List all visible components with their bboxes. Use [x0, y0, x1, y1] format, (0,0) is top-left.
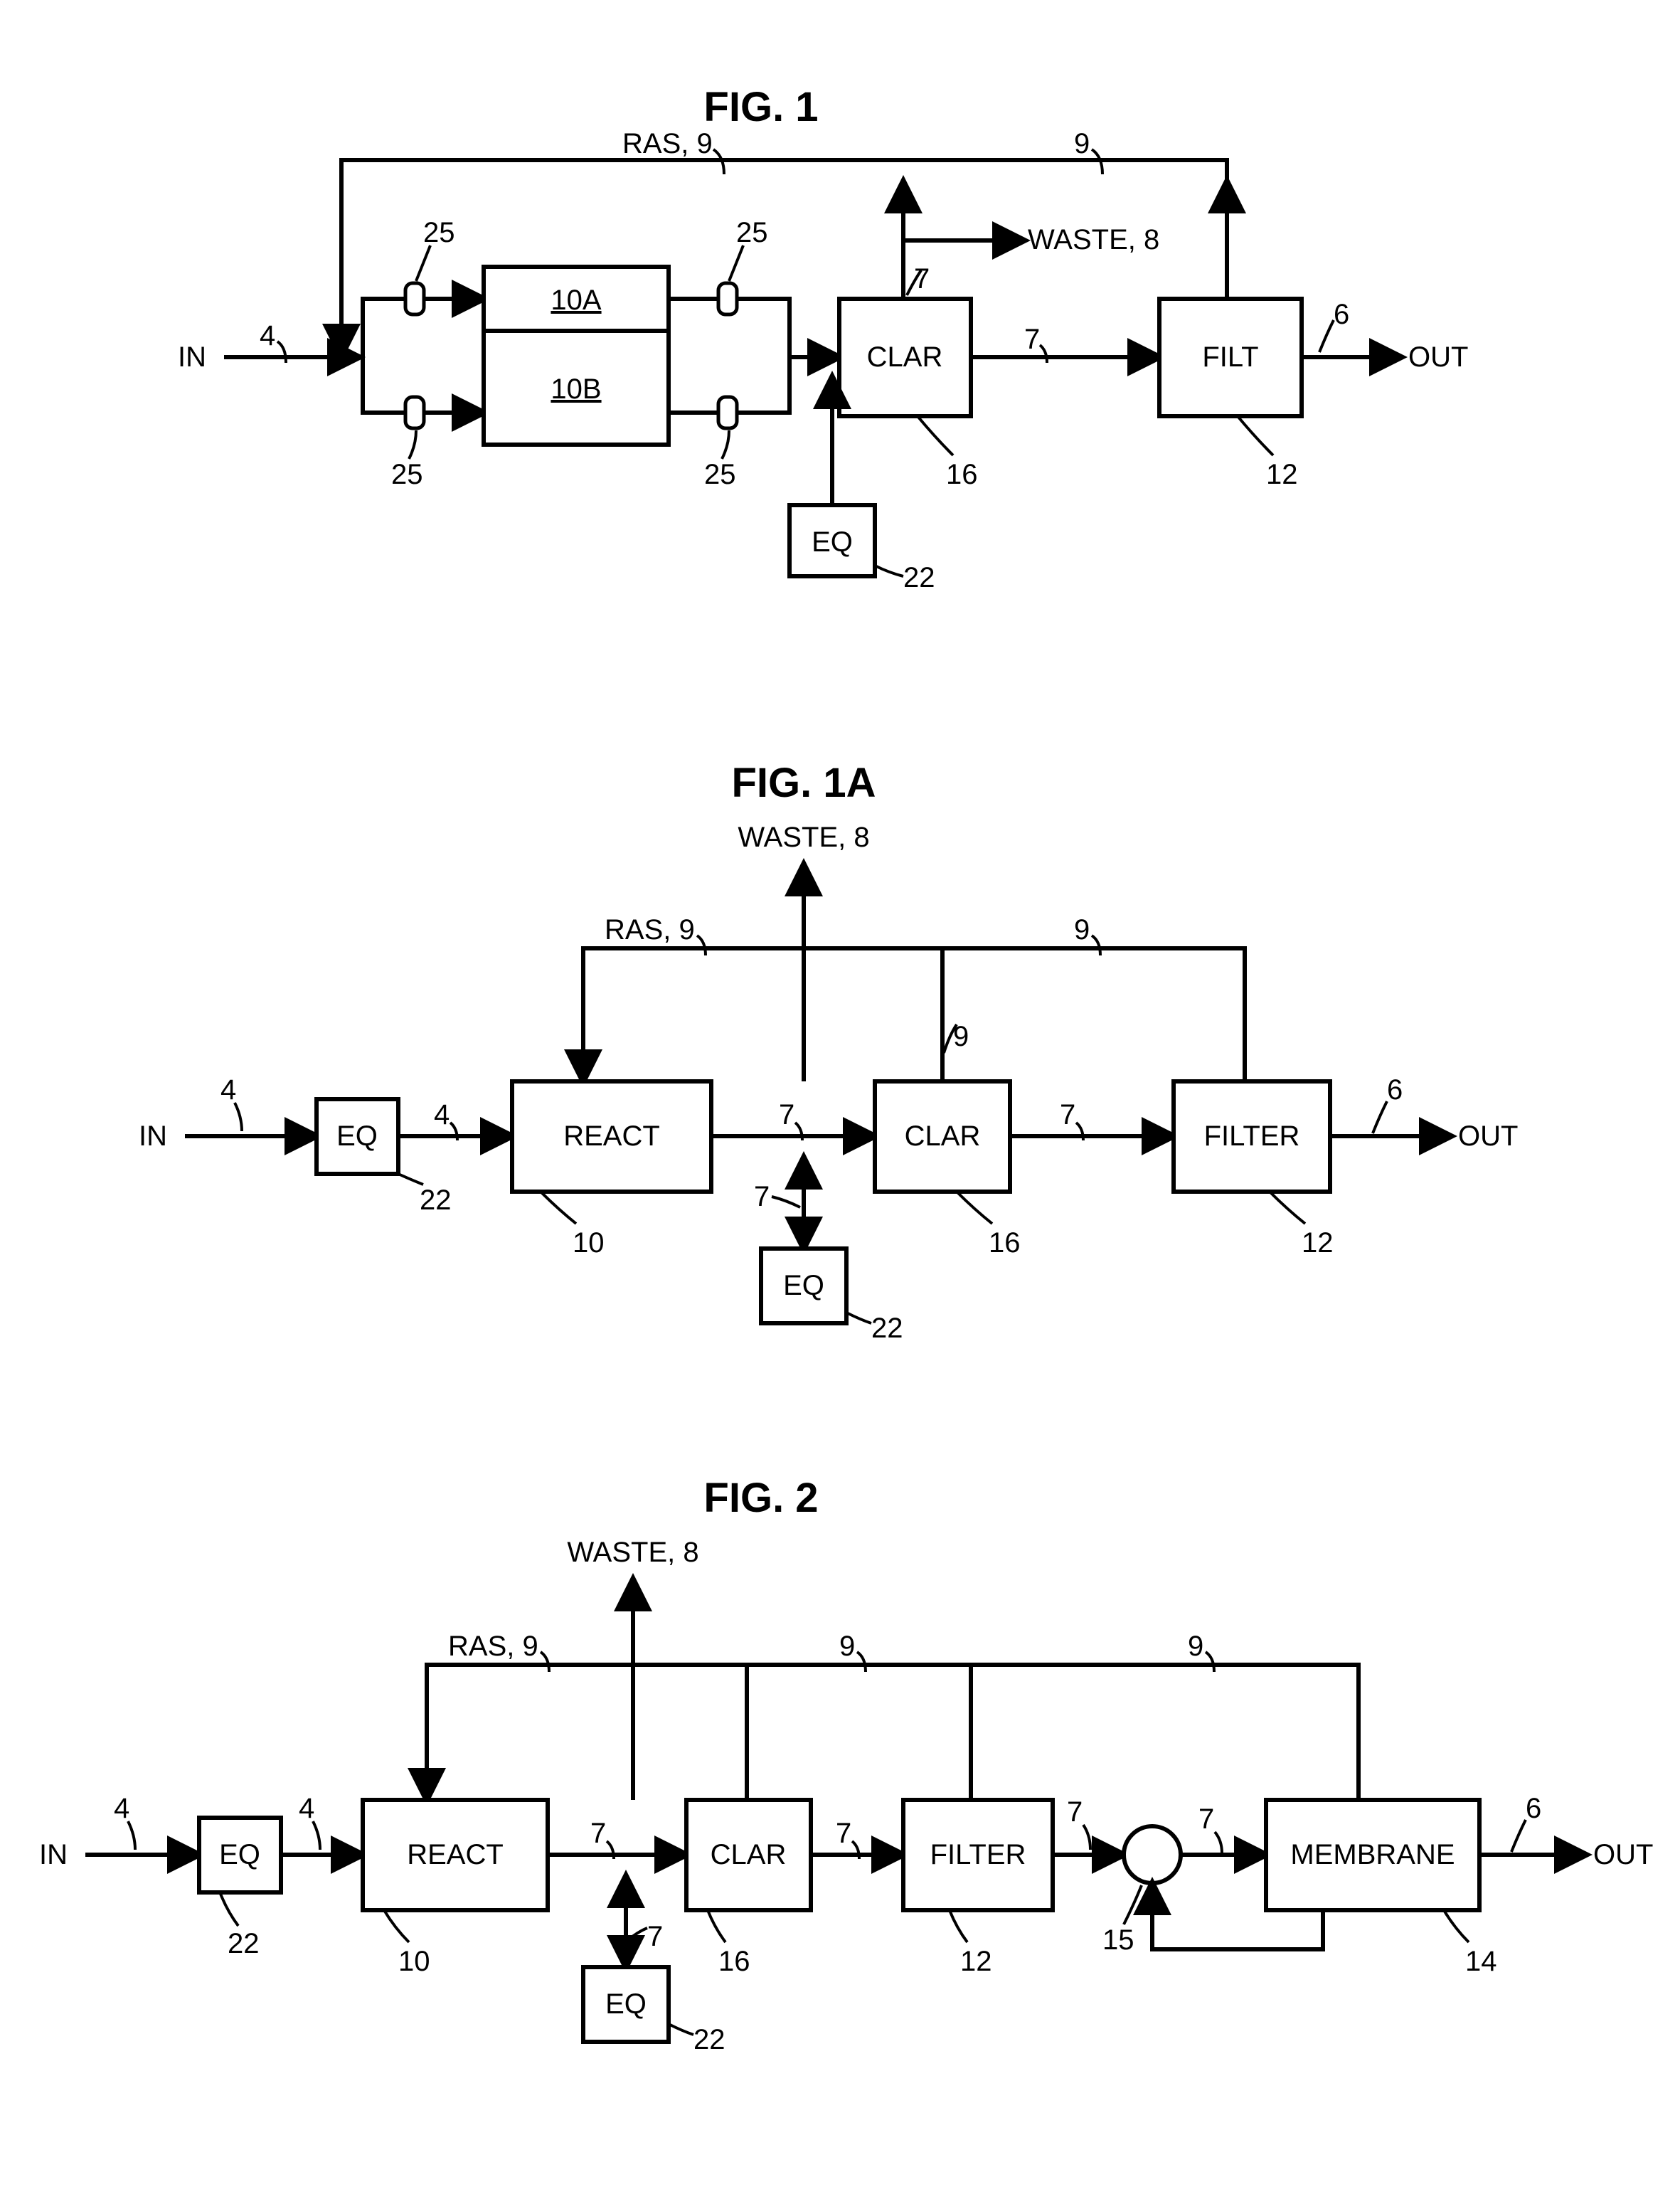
n12-1a: 12	[1302, 1227, 1334, 1259]
nine-1: 9	[1074, 128, 1090, 159]
ras-2: RAS, 9	[448, 1631, 538, 1662]
n7-2c: 7	[1067, 1796, 1083, 1828]
eq-label: EQ	[812, 526, 853, 558]
ras-clar-1a	[583, 948, 942, 1081]
eq-bot-lbl-1a: EQ	[783, 1270, 824, 1301]
n6-2: 6	[1526, 1793, 1541, 1824]
fig2-title: FIG. 2	[703, 1475, 818, 1521]
react-lbl-1a: REACT	[563, 1121, 660, 1152]
n22-2: 22	[228, 1928, 260, 1959]
n7-2d: 7	[1198, 1803, 1214, 1835]
valve-bl	[405, 397, 424, 428]
ras-1a: RAS, 9	[605, 914, 695, 945]
valve-tr	[718, 283, 737, 314]
ras-line	[341, 160, 1227, 356]
n7-b: 7	[1024, 324, 1040, 355]
n7-1a-3: 7	[754, 1181, 770, 1212]
ras-filter-1a	[942, 948, 1245, 1081]
nine-1a: 9	[1074, 914, 1090, 945]
n4-1a-2: 4	[434, 1099, 450, 1130]
react-lbl-2: REACT	[407, 1839, 504, 1870]
out-label: OUT	[1408, 341, 1468, 373]
n22-2b: 22	[693, 2024, 725, 2055]
n7-1a-1: 7	[779, 1099, 794, 1130]
clar-lbl-1a: CLAR	[905, 1121, 981, 1152]
n15-2: 15	[1102, 1924, 1134, 1956]
lbl-10b: 10B	[551, 374, 601, 405]
n22-1a-2: 22	[871, 1313, 903, 1344]
n12-2: 12	[960, 1946, 992, 1977]
n4-2b: 4	[299, 1793, 314, 1824]
filter-lbl-1a: FILTER	[1204, 1121, 1300, 1152]
filter-lbl-2: FILTER	[930, 1839, 1026, 1870]
ras-clar-2	[427, 1665, 747, 1800]
n4-1: 4	[260, 320, 275, 351]
in-1a: IN	[139, 1121, 167, 1152]
n6-1: 6	[1334, 299, 1349, 330]
out-lbl-2: OUT	[1593, 1839, 1653, 1870]
nine-2a: 9	[839, 1631, 855, 1662]
eq-bot-lbl-2: EQ	[605, 1988, 647, 2020]
n25-4: 25	[704, 459, 736, 490]
ras-label: RAS, 9	[622, 128, 713, 159]
fig1-title: FIG. 1	[703, 84, 818, 130]
n25-1: 25	[423, 217, 455, 248]
filt-label: FILT	[1202, 341, 1258, 373]
n25-3: 25	[736, 217, 768, 248]
ras-mem-2	[971, 1665, 1359, 1800]
fig-1a: FIG. 1A WASTE, 8 RAS, 9 9 9 IN 4 EQ 22 4…	[139, 760, 1518, 1344]
clar-label: CLAR	[867, 341, 943, 373]
lbl-10a: 10A	[551, 285, 601, 316]
n25-2: 25	[391, 459, 423, 490]
waste-1a: WASTE, 8	[738, 822, 869, 853]
clar-lbl-2: CLAR	[711, 1839, 787, 1870]
eq-left-lbl-2: EQ	[219, 1839, 260, 1870]
n4-2: 4	[114, 1793, 129, 1824]
fig-1: FIG. 1 RAS, 9 9 WASTE, 8 IN 4 25 25 10A …	[178, 84, 1468, 593]
n22-1a: 22	[420, 1185, 452, 1216]
n16-1: 16	[946, 459, 978, 490]
waste-2: WASTE, 8	[567, 1537, 698, 1568]
membrane-lbl-2: MEMBRANE	[1290, 1839, 1455, 1870]
n7-2a: 7	[590, 1818, 606, 1849]
n16-2: 16	[718, 1946, 750, 1977]
n10-1a: 10	[573, 1227, 605, 1259]
nine-2b: 9	[1188, 1631, 1203, 1662]
fig1a-title: FIG. 1A	[731, 760, 876, 806]
ras-filter-2	[747, 1665, 971, 1800]
n16-1a: 16	[989, 1227, 1021, 1259]
in-label: IN	[178, 341, 206, 373]
n7-2e: 7	[647, 1921, 663, 1952]
valve-tl	[405, 283, 424, 314]
n22-1: 22	[903, 562, 935, 593]
waste-label: WASTE, 8	[1028, 224, 1159, 255]
in-2: IN	[39, 1839, 68, 1870]
n4-1a: 4	[220, 1074, 236, 1106]
eq-left-lbl: EQ	[336, 1121, 378, 1152]
valve-br	[718, 397, 737, 428]
out-lbl-1a: OUT	[1458, 1121, 1518, 1152]
n10-2: 10	[398, 1946, 430, 1977]
n12-1: 12	[1266, 459, 1298, 490]
n14-2: 14	[1465, 1946, 1497, 1977]
fig-2: FIG. 2 WASTE, 8 RAS, 9 9 9 IN 4 EQ 22 4 …	[39, 1475, 1653, 2055]
n7-2b: 7	[836, 1818, 851, 1849]
n7-1a-2: 7	[1060, 1099, 1075, 1130]
junction-circle	[1124, 1826, 1181, 1883]
n6-1a: 6	[1387, 1074, 1403, 1106]
